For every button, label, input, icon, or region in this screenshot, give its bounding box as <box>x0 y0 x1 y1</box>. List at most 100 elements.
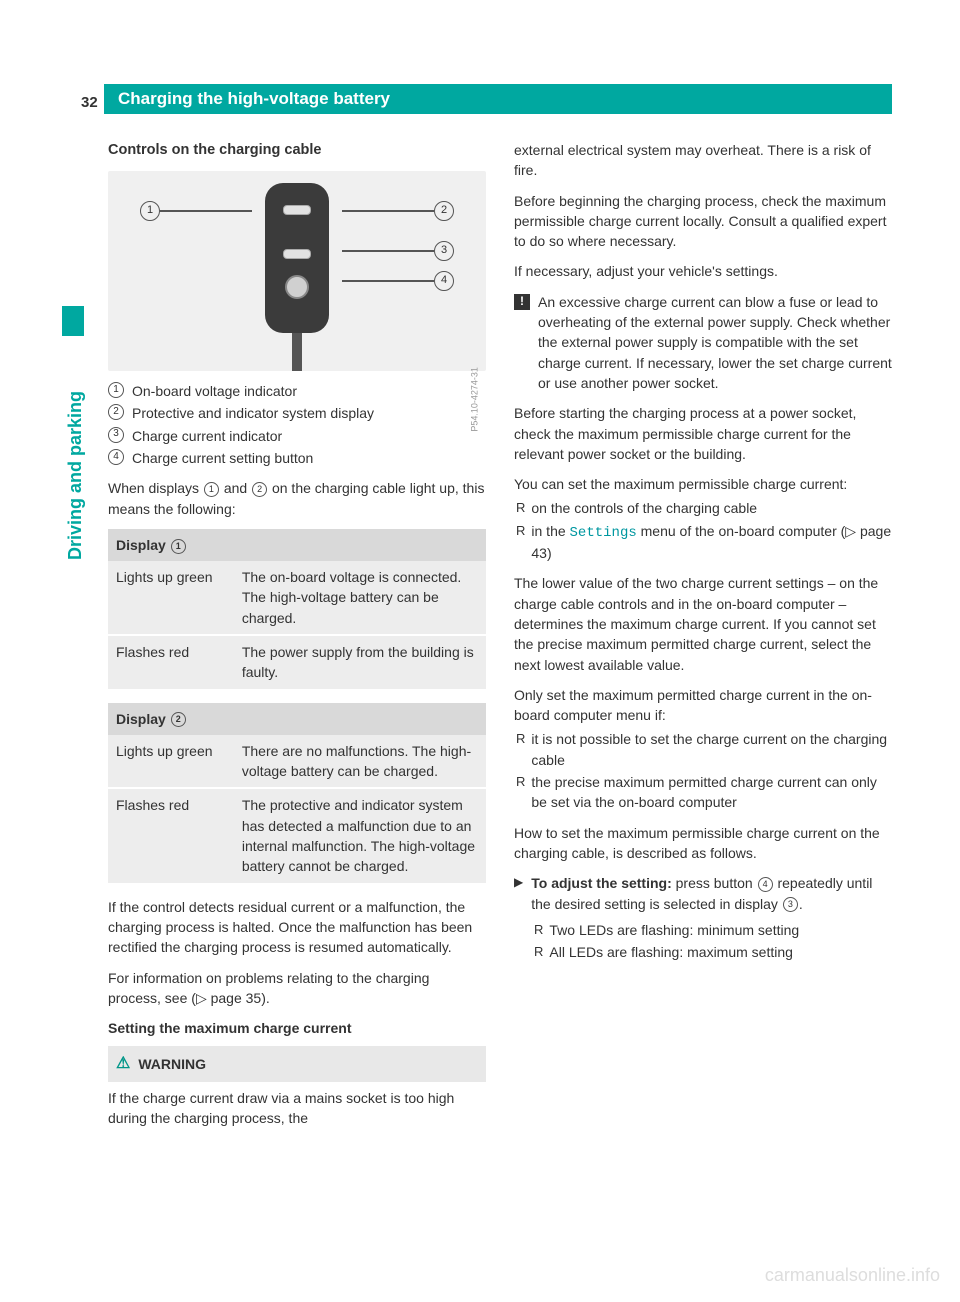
note-block: ! An excessive charge current can blow a… <box>514 292 892 393</box>
list-item: R the precise maximum permitted charge c… <box>514 772 892 813</box>
bullet-marker: R <box>516 499 525 518</box>
text-fragment: in the <box>531 523 569 539</box>
para-problems-ref: For information on problems relating to … <box>108 968 486 1009</box>
list-text: All LEDs are flashing: maximum setting <box>549 942 793 962</box>
table-row: Flashes red The power supply from the bu… <box>108 636 486 689</box>
figure-code: P54.10-4274-31 <box>469 367 482 432</box>
note-text: An excessive charge current can blow a f… <box>538 292 892 393</box>
table-row: Lights up green The on-board voltage is … <box>108 561 486 634</box>
figure-cable <box>292 333 302 371</box>
figure-slot-1 <box>283 205 311 215</box>
legend-item: 2 Protective and indicator system displa… <box>108 403 486 423</box>
para-only-set-if: Only set the maximum permitted charge cu… <box>514 685 892 726</box>
legend-text: Charge current setting button <box>132 448 313 468</box>
display-table-1: Display 1 Lights up green The on-board v… <box>108 529 486 689</box>
warning-body: If the charge current draw via a mains s… <box>108 1082 486 1129</box>
figure-callout-3: 3 <box>342 241 454 261</box>
instruction-sub-list: R Two LEDs are flashing: minimum setting… <box>514 920 892 963</box>
inline-marker-4: 4 <box>758 877 773 892</box>
table-header: Display 1 <box>108 529 486 561</box>
table-row: Flashes red The protective and indicator… <box>108 789 486 882</box>
table-row: Lights up green There are no malfunction… <box>108 735 486 788</box>
text-fragment: press button <box>672 875 757 891</box>
page-header: Charging the high-voltage battery <box>104 84 892 114</box>
warning-header: ⚠ WARNING <box>108 1046 486 1081</box>
text-fragment: . <box>799 896 803 912</box>
note-icon: ! <box>514 294 530 310</box>
para-displays-intro: When displays 1 and 2 on the charging ca… <box>108 478 486 519</box>
warning-icon: ⚠ <box>116 1052 130 1075</box>
callout-line <box>342 250 434 252</box>
content-area: Controls on the charging cable 1 2 3 4 P… <box>108 140 892 1262</box>
figure-callout-1: 1 <box>140 201 252 221</box>
legend-item: 1 On-board voltage indicator <box>108 381 486 401</box>
section-title-controls: Controls on the charging cable <box>108 140 486 161</box>
instruction-prefix: To adjust the setting: <box>531 875 672 891</box>
list-text: in the Settings menu of the on-board com… <box>531 521 892 564</box>
callout-line <box>342 210 434 212</box>
table-cell-meaning: The on-board voltage is connected. The h… <box>242 567 478 628</box>
legend-text: Charge current indicator <box>132 426 282 446</box>
bullet-list-where-set: R on the controls of the charging cable … <box>514 498 892 563</box>
section-title-max-current: Setting the maximum charge current <box>108 1018 486 1038</box>
legend-marker-1: 1 <box>108 382 124 398</box>
legend-item: 3 Charge current indicator <box>108 426 486 446</box>
table-cell-state: Lights up green <box>116 567 232 628</box>
inline-marker-1: 1 <box>171 539 186 554</box>
bullet-marker: R <box>516 730 525 770</box>
watermark: carmanualsonline.info <box>765 1262 940 1288</box>
list-item: R All LEDs are flashing: maximum setting <box>532 942 892 962</box>
table-cell-meaning: The protective and indicator system has … <box>242 795 478 876</box>
legend-text: Protective and indicator system display <box>132 403 374 423</box>
instruction-marker-icon: ▶ <box>514 874 523 914</box>
legend-marker-4: 4 <box>108 449 124 465</box>
legend-marker-3: 3 <box>108 427 124 443</box>
list-text: on the controls of the charging cable <box>531 498 757 518</box>
bullet-marker: R <box>516 773 525 813</box>
para-before-charging: Before starting the charging process at … <box>514 403 892 464</box>
table-cell-meaning: There are no malfunctions. The high-volt… <box>242 741 478 782</box>
text-fragment: Display <box>116 711 170 727</box>
page-reference: ▷ page 35 <box>196 990 261 1006</box>
callout-marker-1: 1 <box>140 201 160 221</box>
bullet-marker: R <box>516 522 525 564</box>
figure-callout-2: 2 <box>342 201 454 221</box>
charging-cable-figure: 1 2 3 4 P54.10-4274-31 <box>108 171 486 371</box>
instruction-text: To adjust the setting: press button 4 re… <box>531 873 892 914</box>
side-section-label: Driving and parking <box>62 391 88 560</box>
bullet-marker: R <box>534 921 543 940</box>
list-text: the precise maximum permitted charge cur… <box>531 772 892 813</box>
warning-continuation-1: external electrical system may overheat.… <box>514 140 892 181</box>
display-table-2: Display 2 Lights up green There are no m… <box>108 703 486 883</box>
figure-callout-4: 4 <box>342 271 454 291</box>
para-residual-current: If the control detects residual current … <box>108 897 486 958</box>
para-set-current-intro: You can set the maximum permissible char… <box>514 474 892 494</box>
legend-item: 4 Charge current setting button <box>108 448 486 468</box>
figure-button <box>285 275 309 299</box>
callout-marker-4: 4 <box>434 271 454 291</box>
text-fragment: ). <box>261 990 270 1006</box>
legend-marker-2: 2 <box>108 404 124 420</box>
text-fragment: and <box>220 480 251 496</box>
table-cell-meaning: The power supply from the building is fa… <box>242 642 478 683</box>
list-item: R it is not possible to set the charge c… <box>514 729 892 770</box>
warning-box: ⚠ WARNING If the charge current draw via… <box>108 1046 486 1128</box>
inline-marker-1: 1 <box>204 482 219 497</box>
table-header: Display 2 <box>108 703 486 735</box>
callout-marker-3: 3 <box>434 241 454 261</box>
inline-marker-3: 3 <box>783 897 798 912</box>
side-tab <box>62 306 84 336</box>
list-text: Two LEDs are flashing: minimum setting <box>549 920 799 940</box>
warning-continuation-2: Before beginning the charging process, c… <box>514 191 892 252</box>
table-cell-state: Flashes red <box>116 795 232 876</box>
instruction-step: ▶ To adjust the setting: press button 4 … <box>514 873 892 914</box>
callout-line <box>160 210 252 212</box>
inline-marker-2: 2 <box>171 712 186 727</box>
page-number: 32 <box>81 92 98 114</box>
figure-legend: 1 On-board voltage indicator 2 Protectiv… <box>108 381 486 468</box>
list-item: R Two LEDs are flashing: minimum setting <box>532 920 892 940</box>
warning-continuation-3: If necessary, adjust your vehicle's sett… <box>514 261 892 281</box>
list-item: R in the Settings menu of the on-board c… <box>514 521 892 564</box>
list-text: it is not possible to set the charge cur… <box>531 729 892 770</box>
para-how-to-set: How to set the maximum permissible charg… <box>514 823 892 864</box>
